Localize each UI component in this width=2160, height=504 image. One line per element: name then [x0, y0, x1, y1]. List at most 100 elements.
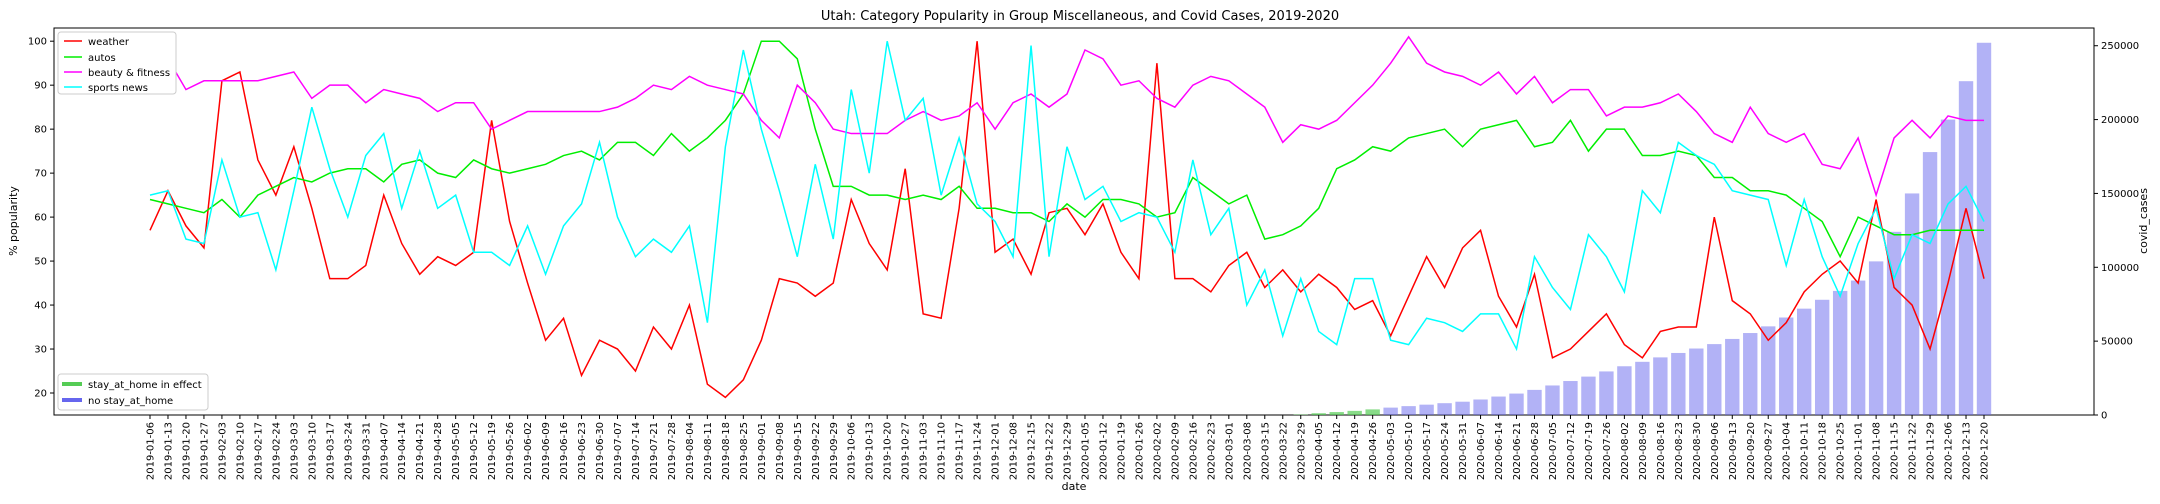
- x-tick-label: 2020-12-13: [1962, 422, 1973, 480]
- bar-no-stay-at-home: [1814, 299, 1830, 415]
- x-tick-label: 2020-07-26: [1602, 422, 1613, 480]
- y-tick-label: 90: [34, 81, 47, 92]
- x-axis-label: date: [1062, 480, 1087, 493]
- bar-no-stay-at-home: [1689, 348, 1704, 415]
- y2-tick-label: 200000: [2101, 115, 2139, 126]
- x-tick-label: 2019-12-22: [1045, 422, 1056, 480]
- x-tick-label: 2019-04-07: [379, 422, 390, 480]
- x-tick-label: 2020-05-10: [1404, 422, 1415, 480]
- x-tick-label: 2019-04-14: [397, 422, 408, 480]
- bar-no-stay-at-home: [1473, 399, 1488, 415]
- bar-no-stay-at-home: [1868, 261, 1884, 415]
- x-tick-label: 2020-04-12: [1332, 422, 1343, 480]
- x-tick-label: 2020-09-13: [1728, 422, 1739, 480]
- bar-no-stay-at-home: [1707, 344, 1722, 415]
- legend-label-autos: autos: [88, 53, 116, 64]
- x-tick-label: 2019-08-11: [703, 422, 714, 480]
- x-tick-label: 2020-07-12: [1566, 422, 1577, 480]
- lines-legend-box: [57, 31, 177, 95]
- bar-no-stay-at-home: [1850, 280, 1866, 415]
- bar-stay-at-home: [1311, 413, 1326, 415]
- bar-no-stay-at-home: [1958, 81, 1974, 416]
- x-tick-label: 2020-06-14: [1494, 422, 1505, 480]
- bar-no-stay-at-home: [1922, 152, 1938, 415]
- bars-legend-box: [57, 373, 209, 411]
- x-tick-label: 2019-07-07: [613, 422, 624, 480]
- x-tick-label: 2020-03-22: [1278, 422, 1289, 480]
- bar-stay-at-home: [1365, 409, 1380, 415]
- x-tick-label: 2019-11-17: [955, 422, 966, 480]
- bar-stay-at-home: [1347, 410, 1362, 415]
- bar-no-stay-at-home: [1455, 401, 1470, 415]
- bar-no-stay-at-home: [1635, 361, 1650, 415]
- x-tick-label: 2020-01-19: [1116, 422, 1127, 480]
- x-tick-label: 2020-11-01: [1854, 422, 1865, 480]
- y-tick-label: 60: [34, 213, 47, 224]
- x-tick-label: 2019-11-03: [919, 422, 930, 480]
- x-tick-label: 2019-06-16: [559, 422, 570, 480]
- x-tick-label: 2019-07-14: [631, 422, 642, 480]
- x-tick-label: 2019-12-01: [991, 422, 1002, 480]
- x-tick-label: 2019-09-15: [793, 422, 804, 480]
- y-tick-label: 70: [34, 169, 47, 180]
- x-tick-label: 2020-03-01: [1224, 422, 1235, 480]
- bar-no-stay-at-home: [1653, 357, 1668, 415]
- x-tick-label: 2020-12-06: [1944, 422, 1955, 480]
- x-tick-label: 2019-06-23: [577, 422, 588, 480]
- x-tick-label: 2019-11-10: [937, 422, 948, 480]
- x-tick-label: 2019-12-15: [1027, 422, 1038, 480]
- x-tick-label: 2020-10-11: [1800, 422, 1811, 480]
- x-tick-label: 2020-02-02: [1152, 422, 1163, 480]
- x-tick-label: 2019-03-03: [289, 422, 300, 480]
- x-tick-label: 2020-08-16: [1656, 422, 1667, 480]
- x-tick-label: 2020-09-20: [1746, 422, 1757, 480]
- y2-tick-label: 150000: [2101, 189, 2139, 200]
- y-tick-label: 40: [34, 301, 47, 312]
- x-tick-label: 2019-05-26: [505, 422, 516, 480]
- y-axis-label: % popularity: [7, 186, 20, 256]
- x-tick-label: 2020-03-08: [1242, 422, 1253, 480]
- x-tick-label: 2020-05-03: [1386, 422, 1397, 480]
- y2-axis-label: covid_cases: [2137, 188, 2150, 254]
- y2-axis: 0 50000 100000 150000 200000 250000: [2094, 41, 2139, 422]
- x-tick-label: 2020-08-23: [1674, 422, 1685, 480]
- x-tick-label: 2020-04-19: [1350, 422, 1361, 480]
- x-tick-label: 2020-06-28: [1530, 422, 1541, 480]
- series-line-autos: [149, 40, 1984, 259]
- bar-no-stay-at-home: [1761, 326, 1776, 415]
- bar-no-stay-at-home: [1437, 403, 1452, 415]
- x-tick-label: 2019-10-20: [883, 422, 894, 480]
- x-tick-label: 2020-04-26: [1368, 422, 1379, 480]
- x-tick-label: 2019-05-05: [451, 422, 462, 480]
- bar-no-stay-at-home: [1419, 404, 1434, 415]
- x-tick-label: 2020-12-20: [1980, 422, 1991, 480]
- x-tick-label: 2020-03-15: [1260, 422, 1271, 480]
- y-tick-label: 20: [34, 389, 47, 400]
- x-tick-label: 2020-06-07: [1476, 422, 1487, 480]
- y-axis: 20 30 40 50 60 70 80 90 100: [28, 37, 54, 400]
- x-tick-label: 2019-04-21: [415, 422, 426, 480]
- series-line-weather: [149, 41, 1985, 399]
- x-tick-label: 2020-08-09: [1638, 422, 1649, 480]
- x-tick-label: 2020-02-23: [1206, 422, 1217, 480]
- x-tick-label: 2019-08-18: [721, 422, 732, 480]
- bar-no-stay-at-home: [1545, 385, 1560, 415]
- x-tick-label: 2019-02-17: [253, 422, 264, 480]
- bar-no-stay-at-home: [1725, 338, 1740, 415]
- x-tick-label: 2020-05-24: [1440, 422, 1451, 480]
- chart-title: Utah: Category Popularity in Group Misce…: [821, 9, 1339, 24]
- y-tick-label: 50: [34, 257, 47, 268]
- y2-tick-label: 100000: [2101, 263, 2139, 274]
- lines-legend: weather autos beauty & fitness sports ne…: [57, 31, 177, 95]
- bar-no-stay-at-home: [1581, 376, 1596, 415]
- x-tick-label: 2020-01-26: [1134, 422, 1145, 480]
- x-tick-label: 2019-06-30: [595, 422, 606, 480]
- x-tick-label: 2020-01-05: [1080, 422, 1091, 480]
- x-tick-label: 2020-04-05: [1314, 422, 1325, 480]
- x-tick-label: 2019-02-10: [235, 422, 246, 480]
- x-tick-label: 2020-10-25: [1836, 422, 1847, 480]
- bar-no-stay-at-home: [1886, 231, 1902, 415]
- x-tick-label: 2020-05-31: [1458, 422, 1469, 480]
- y-tick-label: 80: [34, 125, 47, 136]
- x-tick-label: 2020-07-19: [1584, 422, 1595, 480]
